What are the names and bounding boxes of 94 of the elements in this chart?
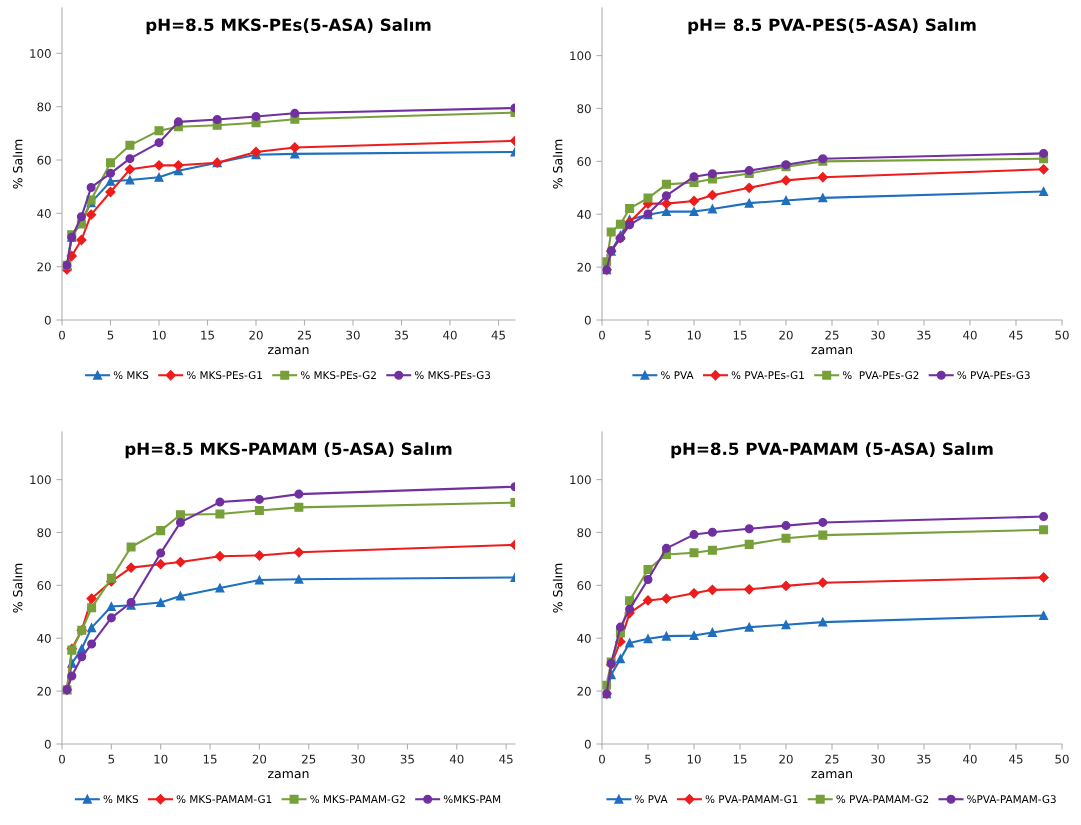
y-tick-label: 40 bbox=[577, 633, 591, 643]
x-tick-label: 10 bbox=[687, 330, 701, 340]
x-axis-title: zaman bbox=[268, 771, 309, 779]
y-tick-label: 40 bbox=[37, 209, 51, 218]
y-tick-label: 100 bbox=[570, 475, 591, 485]
legend-label: % MKS-PEs-G2 bbox=[300, 371, 376, 380]
y-axis-title: % Salım bbox=[12, 563, 23, 613]
x-tick-label: 5 bbox=[107, 330, 114, 340]
x-tick-label: 15 bbox=[203, 754, 217, 764]
legend-label: % PVA-PEs-G3 bbox=[957, 371, 1030, 380]
legend-label: % PVA-PEs-G1 bbox=[731, 371, 804, 380]
x-axis-title: zaman bbox=[811, 771, 852, 779]
x-axis-title: zaman bbox=[268, 347, 309, 355]
x-tick-label: 35 bbox=[917, 754, 931, 764]
x-tick-label: 45 bbox=[1009, 754, 1023, 764]
y-tick-label: 40 bbox=[577, 209, 591, 219]
x-tick-label: 40 bbox=[443, 330, 457, 340]
legend-label: %PVA-PAMAM-G3 bbox=[967, 795, 1056, 804]
y-tick-label: 80 bbox=[37, 102, 51, 112]
x-tick-label: 30 bbox=[346, 330, 360, 340]
x-tick-label: 10 bbox=[152, 330, 166, 340]
x-tick-label: 5 bbox=[645, 754, 651, 764]
x-tick-label: 35 bbox=[394, 330, 408, 340]
text: pH=8.5 MKS-PEs(5-ASA) Salım bbox=[146, 18, 431, 35]
x-tick-label: 5 bbox=[108, 754, 115, 764]
y-tick-label: 60 bbox=[577, 581, 591, 591]
legend-label: % MKS bbox=[103, 795, 139, 804]
legend-label: % MKS-PAMAM-G1 bbox=[176, 795, 272, 804]
text: pH=8.5 PVA-PAMAM (5-ASA) Salım bbox=[671, 442, 993, 459]
y-tick-label: 20 bbox=[577, 262, 591, 272]
x-tick-label: 25 bbox=[825, 754, 839, 764]
x-axis-title: zaman bbox=[811, 347, 852, 355]
y-tick-label: 0 bbox=[44, 315, 51, 325]
legend-label: % PVA-PAMAM-G1 bbox=[705, 795, 798, 804]
y-axis-title: % Salım bbox=[552, 139, 563, 189]
y-axis-title: % Salım bbox=[12, 139, 23, 189]
y-tick-label: 20 bbox=[37, 262, 51, 272]
legend-label: % MKS-PAMAM-G2 bbox=[310, 795, 405, 804]
x-tick-label: 20 bbox=[249, 330, 263, 340]
y-tick-label: 100 bbox=[570, 51, 591, 61]
x-tick-label: 25 bbox=[302, 754, 316, 764]
x-tick-label: 25 bbox=[297, 330, 311, 340]
legend-label: % PVA bbox=[661, 371, 694, 380]
legend-label: % PVA-PAMAM-G2 bbox=[836, 795, 929, 804]
x-tick-label: 10 bbox=[687, 754, 701, 764]
y-tick-label: 0 bbox=[584, 739, 591, 749]
x-tick-label: 40 bbox=[449, 754, 464, 764]
x-tick-label: 0 bbox=[59, 754, 65, 764]
x-tick-label: 0 bbox=[59, 330, 65, 340]
x-tick-label: 50 bbox=[1055, 754, 1069, 764]
legend-label: % MKS-PEs-G1 bbox=[186, 371, 262, 380]
x-tick-label: 40 bbox=[963, 330, 977, 340]
y-tick-label: 60 bbox=[577, 157, 591, 167]
x-tick-label: 0 bbox=[599, 330, 605, 340]
text: pH=8.5 MKS-PAMAM (5-ASA) Salım bbox=[125, 442, 452, 459]
x-tick-label: 45 bbox=[491, 330, 505, 340]
x-tick-label: 15 bbox=[733, 754, 747, 764]
y-tick-label: 20 bbox=[577, 686, 591, 696]
x-tick-label: 15 bbox=[201, 330, 214, 340]
y-tick-label: 0 bbox=[44, 739, 51, 749]
x-tick-label: 35 bbox=[400, 754, 414, 764]
x-tick-label: 45 bbox=[1009, 330, 1023, 340]
x-tick-label: 25 bbox=[825, 330, 839, 340]
x-tick-label: 20 bbox=[779, 330, 793, 340]
x-tick-label: 5 bbox=[645, 330, 651, 340]
text: pH= 8.5 PVA-PES(5-ASA) Salım bbox=[688, 18, 976, 35]
y-tick-label: 100 bbox=[30, 475, 51, 485]
legend-label: % PVA bbox=[635, 795, 668, 804]
y-tick-label: 100 bbox=[30, 49, 51, 58]
y-tick-label: 20 bbox=[37, 686, 51, 696]
x-tick-label: 20 bbox=[252, 754, 267, 764]
y-tick-label: 60 bbox=[37, 581, 51, 591]
x-tick-label: 40 bbox=[963, 754, 977, 764]
x-tick-label: 35 bbox=[917, 330, 931, 340]
y-tick-label: 40 bbox=[37, 633, 51, 643]
y-tick-label: 80 bbox=[577, 528, 591, 538]
legend-label: % MKS-PEs-G3 bbox=[414, 371, 491, 380]
legend-label: % MKS bbox=[113, 371, 149, 380]
y-tick-label: 60 bbox=[37, 155, 51, 165]
y-tick-label: 80 bbox=[577, 104, 591, 114]
x-tick-label: 15 bbox=[733, 330, 747, 340]
x-tick-label: 10 bbox=[154, 754, 168, 764]
legend-label: % PVA-PEs-G2 bbox=[842, 371, 919, 380]
x-tick-label: 50 bbox=[1055, 330, 1069, 340]
x-tick-label: 30 bbox=[871, 754, 885, 764]
x-tick-label: 30 bbox=[351, 754, 365, 764]
y-axis-title: % Salım bbox=[552, 563, 563, 613]
x-tick-label: 0 bbox=[599, 754, 605, 764]
legend-label: %MKS-PAM bbox=[443, 795, 501, 804]
y-tick-label: 0 bbox=[584, 315, 591, 325]
x-tick-label: 30 bbox=[871, 330, 885, 340]
x-tick-label: 45 bbox=[499, 754, 513, 764]
x-tick-label: 20 bbox=[779, 754, 793, 764]
y-tick-label: 80 bbox=[37, 528, 51, 538]
